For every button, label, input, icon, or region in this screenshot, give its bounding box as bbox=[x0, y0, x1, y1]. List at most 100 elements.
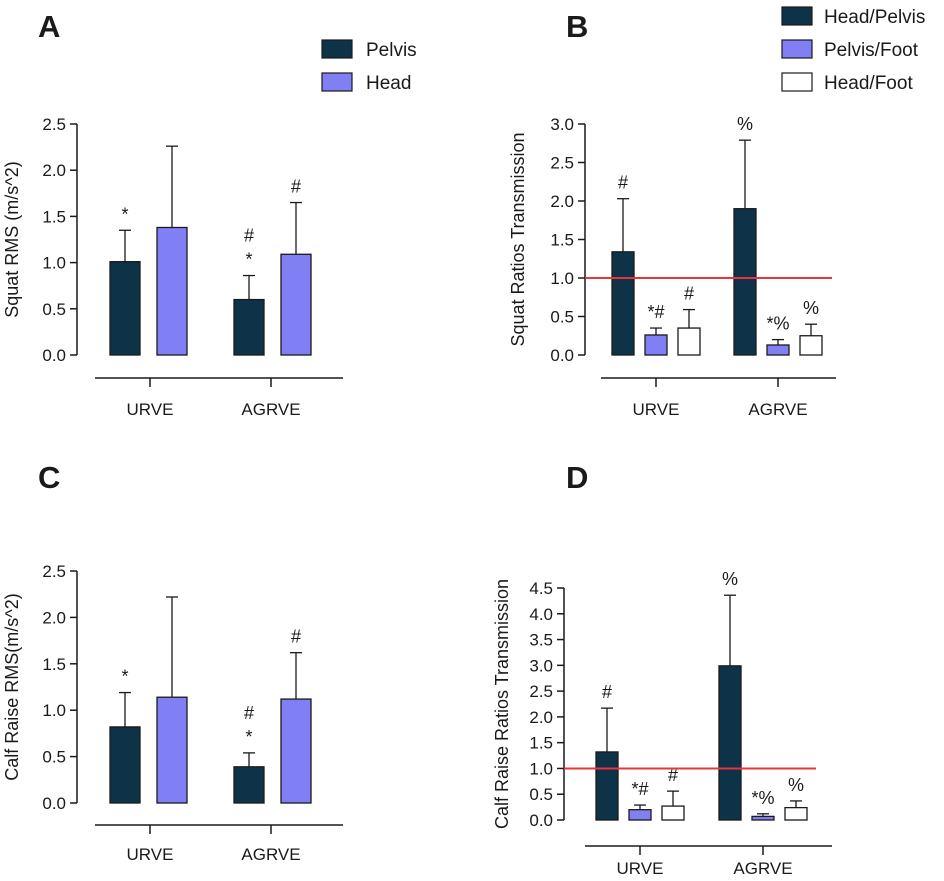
panel-c-chart: 0.0 0.5 1.0 1.5 2.0 2.5 Calf Raise RMS(m/s^2) U… bbox=[2, 562, 343, 864]
panel-d-x-tick-label: URVE bbox=[617, 859, 664, 878]
panel-b-bar bbox=[611, 251, 635, 356]
panel-a-y-tick-label: 1.0 bbox=[42, 254, 66, 273]
panel-d-bar bbox=[595, 751, 619, 821]
panel-a-y-tick-label: 0.0 bbox=[42, 346, 66, 365]
panel-d-bar bbox=[784, 806, 808, 821]
legend-swatch-pelvis-foot bbox=[781, 39, 813, 59]
panel-a-significance-marker: # bbox=[291, 177, 301, 197]
panel-d-significance-marker: *# bbox=[631, 779, 648, 799]
panel-b-chart: 0.0 0.5 1.0 1.5 2.0 2.5 3.0 Squat Ratios Transm… bbox=[508, 114, 836, 419]
panel-c-x-tick-label: URVE bbox=[127, 845, 174, 864]
panel-c-x-tick-label: AGRVE bbox=[241, 845, 300, 864]
panel-b-significance-marker: # bbox=[684, 284, 694, 304]
panel-c-y-tick-label: 1.5 bbox=[42, 655, 66, 674]
panel-a-x-tick-label: URVE bbox=[127, 400, 174, 419]
panel-c-significance-marker: * bbox=[121, 667, 128, 687]
panel-b-bar bbox=[733, 208, 757, 356]
panel-d-significance-marker: # bbox=[668, 765, 678, 785]
panel-b-y-tick-label: 0.5 bbox=[550, 308, 574, 327]
panel-d-bar bbox=[661, 805, 685, 821]
legend-label-head-pelvis: Head/Pelvis bbox=[824, 7, 925, 28]
panel-letter-c: C bbox=[38, 460, 60, 495]
panel-b-bar bbox=[644, 334, 668, 356]
legend-swatch-head-pelvis bbox=[781, 6, 813, 26]
panel-b-y-tick-label: 3.0 bbox=[550, 115, 574, 134]
panel-c-y-tick-label: 1.0 bbox=[42, 701, 66, 720]
panel-a-y-tick-label: 2.5 bbox=[42, 115, 66, 134]
panel-a-y-tick-label: 1.5 bbox=[42, 207, 66, 226]
panel-c-bar bbox=[233, 766, 265, 804]
panel-b-y-tick-label: 2.0 bbox=[550, 192, 574, 211]
panel-a-significance-marker: # bbox=[244, 226, 254, 246]
panel-letter-a: A bbox=[38, 9, 60, 44]
panel-b-x-tick-label: URVE bbox=[633, 400, 680, 419]
panel-a-chart: 0.0 0.5 1.0 1.5 2.0 2.5 Squat RMS (m/s^2) URVE A… bbox=[2, 115, 343, 419]
panel-d-y-tick-label: 0.5 bbox=[529, 785, 553, 804]
panel-b-x-tick-label: AGRVE bbox=[748, 400, 807, 419]
panel-a-bar bbox=[109, 261, 141, 356]
panel-a-y-axis-title: Squat RMS (m/s^2) bbox=[2, 161, 22, 317]
legend-label-head: Head bbox=[366, 73, 411, 94]
panel-d-y-tick-label: 0.0 bbox=[529, 811, 553, 830]
panel-d-significance-marker: *% bbox=[751, 788, 774, 808]
panel-a-bar bbox=[156, 226, 188, 356]
legend-swatch-head bbox=[321, 72, 353, 92]
legend-left: Pelvis Head bbox=[321, 39, 417, 94]
panel-letter-d: D bbox=[566, 460, 588, 495]
panel-b-y-tick-label: 1.5 bbox=[550, 231, 574, 250]
panel-a-significance-marker: * bbox=[245, 250, 252, 270]
panel-c-significance-marker: # bbox=[244, 703, 254, 723]
panel-c-y-axis-title: Calf Raise RMS(m/s^2) bbox=[2, 593, 22, 780]
panel-a-y-tick-label: 0.5 bbox=[42, 300, 66, 319]
panel-b-bar bbox=[799, 335, 823, 356]
panel-d-y-tick-label: 4.0 bbox=[529, 605, 553, 624]
panel-a-y-tick-label: 2.0 bbox=[42, 161, 66, 180]
legend-swatch-pelvis bbox=[321, 39, 353, 59]
panel-c-bar bbox=[280, 698, 312, 804]
panel-d-y-tick-label: 4.5 bbox=[529, 579, 553, 598]
legend-label-head-foot: Head/Foot bbox=[824, 73, 913, 94]
panel-d-bar bbox=[751, 815, 775, 821]
panel-d-bar bbox=[718, 665, 742, 821]
panel-a-bar bbox=[280, 253, 312, 356]
panel-c-significance-marker: # bbox=[291, 627, 301, 647]
legend-right: Head/Pelvis Pelvis/Foot Head/Foot bbox=[781, 6, 925, 94]
panel-c-y-tick-label: 0.5 bbox=[42, 748, 66, 767]
panel-c-y-tick-label: 2.0 bbox=[42, 608, 66, 627]
panel-d-y-tick-label: 2.0 bbox=[529, 708, 553, 727]
panel-d-y-tick-label: 3.0 bbox=[529, 656, 553, 675]
panel-b-bar bbox=[766, 344, 790, 356]
panel-b-y-tick-label: 1.0 bbox=[550, 269, 574, 288]
legend-swatch-head-foot bbox=[781, 72, 813, 92]
panel-b-y-tick-label: 0.0 bbox=[550, 346, 574, 365]
panel-d-y-tick-label: 3.5 bbox=[529, 631, 553, 650]
panel-b-significance-marker: *% bbox=[766, 314, 789, 334]
panel-a-x-tick-label: AGRVE bbox=[241, 400, 300, 419]
panel-d-y-tick-label: 2.5 bbox=[529, 682, 553, 701]
panel-d-x-tick-label: AGRVE bbox=[733, 859, 792, 878]
panel-d-significance-marker: % bbox=[788, 775, 804, 795]
panel-a-significance-marker: * bbox=[121, 204, 128, 224]
panel-letter-b: B bbox=[566, 9, 588, 44]
panel-d-y-tick-label: 1.5 bbox=[529, 734, 553, 753]
panel-c-y-tick-label: 0.0 bbox=[42, 794, 66, 813]
panel-c-bar bbox=[109, 726, 141, 804]
panel-d-significance-marker: # bbox=[602, 682, 612, 702]
panel-d-significance-marker: % bbox=[722, 569, 738, 589]
panel-b-significance-marker: % bbox=[803, 298, 819, 318]
panel-c-y-tick-label: 2.5 bbox=[42, 562, 66, 581]
panel-b-bar bbox=[677, 327, 701, 356]
panel-c-bar bbox=[156, 696, 188, 804]
panel-d-y-axis-title: Calf Raise Ratios Transmission bbox=[492, 579, 512, 829]
legend-label-pelvis: Pelvis bbox=[366, 40, 417, 61]
panel-a-bar bbox=[233, 298, 265, 356]
legend-label-pelvis-foot: Pelvis/Foot bbox=[824, 40, 919, 61]
panel-b-y-axis-title: Squat Ratios Transmission bbox=[508, 132, 528, 346]
panel-d-y-tick-label: 1.0 bbox=[529, 759, 553, 778]
panel-b-significance-marker: *# bbox=[647, 302, 664, 322]
panel-b-significance-marker: % bbox=[737, 114, 753, 134]
panel-d-bar bbox=[628, 809, 652, 821]
panel-b-significance-marker: # bbox=[618, 173, 628, 193]
panel-b-y-tick-label: 2.5 bbox=[550, 154, 574, 173]
